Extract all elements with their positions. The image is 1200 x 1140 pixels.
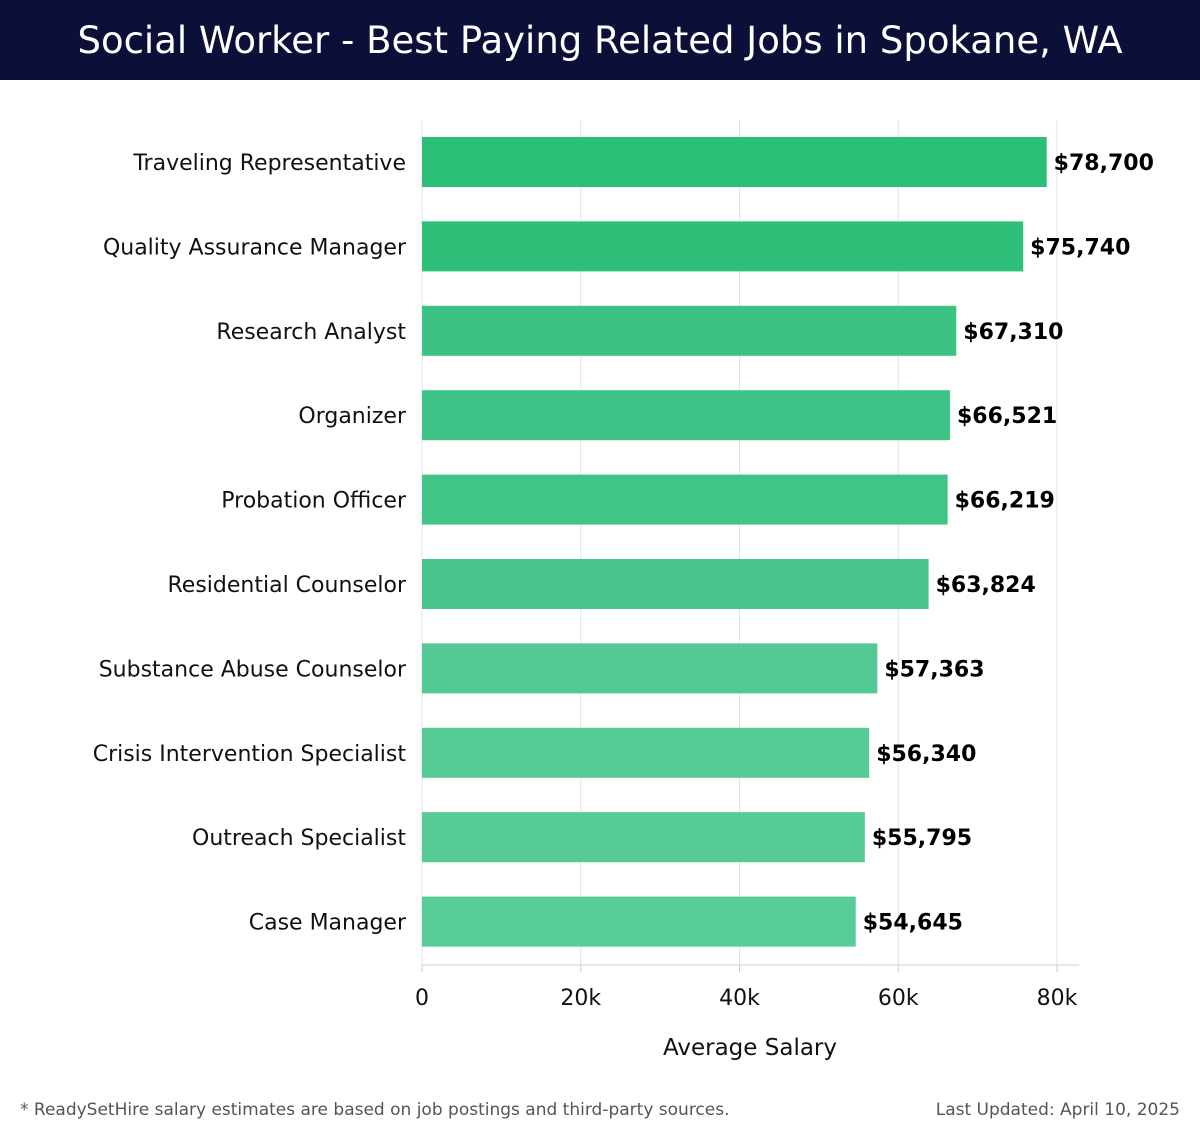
x-tick-label-4: 80k <box>1037 986 1078 1011</box>
value-label-4: $66,219 <box>955 489 1055 514</box>
value-label-3: $66,521 <box>957 404 1057 429</box>
bar-4 <box>422 474 948 525</box>
x-tick-label-1: 20k <box>560 986 601 1011</box>
bar-1 <box>422 221 1024 272</box>
x-tick-labels: 0 20k 40k 60k 80k <box>415 986 1078 1011</box>
category-label-3: Organizer <box>298 404 407 429</box>
bar-5 <box>422 559 929 609</box>
category-label-1: Quality Assurance Manager <box>103 235 407 260</box>
category-label-9: Case Manager <box>249 911 407 936</box>
bar-8 <box>422 812 865 863</box>
bar-2 <box>422 305 957 356</box>
value-label-8: $55,795 <box>872 826 972 851</box>
salary-bar-chart: Traveling Representative Quality Assuranc… <box>93 120 1154 1061</box>
value-label-9: $54,645 <box>863 911 963 936</box>
category-labels: Traveling Representative Quality Assuranc… <box>93 151 407 936</box>
x-tick-label-0: 0 <box>415 986 429 1011</box>
value-label-1: $75,740 <box>1030 235 1130 260</box>
value-label-5: $63,824 <box>936 573 1036 598</box>
category-label-4: Probation Officer <box>221 489 407 514</box>
bar-9 <box>422 896 856 947</box>
bar-7 <box>422 727 870 778</box>
x-tick-label-3: 60k <box>878 986 919 1011</box>
category-label-2: Research Analyst <box>216 320 406 345</box>
category-label-7: Crisis Intervention Specialist <box>93 742 407 767</box>
chart-header: Social Worker - Best Paying Related Jobs… <box>0 0 1200 80</box>
value-label-6: $57,363 <box>884 657 984 682</box>
category-label-0: Traveling Representative <box>132 151 406 176</box>
chart-title: Social Worker - Best Paying Related Jobs… <box>77 18 1123 62</box>
bar-6 <box>422 643 878 694</box>
value-label-0: $78,700 <box>1054 151 1154 176</box>
bar-3 <box>422 390 951 441</box>
bars <box>422 137 1047 947</box>
value-labels: $78,700 $75,740 $67,310 $66,521 $66,219 $63,8… <box>863 151 1154 936</box>
last-updated: Last Updated: April 10, 2025 <box>935 1100 1180 1120</box>
category-label-5: Residential Counselor <box>168 573 407 598</box>
value-label-2: $67,310 <box>963 320 1063 345</box>
bar-0 <box>422 137 1047 187</box>
category-label-6: Substance Abuse Counselor <box>99 657 407 682</box>
value-label-7: $56,340 <box>876 742 976 767</box>
category-label-8: Outreach Specialist <box>192 826 406 851</box>
x-axis-label: Average Salary <box>663 1035 837 1061</box>
footer-note: * ReadySetHire salary estimates are base… <box>20 1100 730 1120</box>
x-tick-label-2: 40k <box>719 986 760 1011</box>
